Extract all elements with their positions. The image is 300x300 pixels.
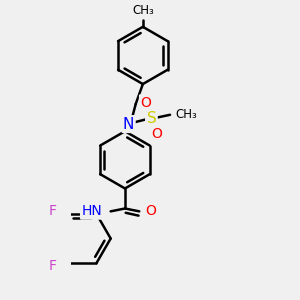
Text: N: N (123, 117, 134, 132)
Text: O: O (145, 204, 156, 218)
Text: O: O (152, 127, 163, 141)
Text: CH₃: CH₃ (176, 108, 197, 121)
Text: F: F (49, 204, 57, 218)
Text: O: O (140, 96, 151, 110)
Text: F: F (49, 259, 57, 273)
Text: CH₃: CH₃ (132, 4, 154, 17)
Text: S: S (147, 111, 156, 126)
Text: HN: HN (81, 204, 102, 218)
